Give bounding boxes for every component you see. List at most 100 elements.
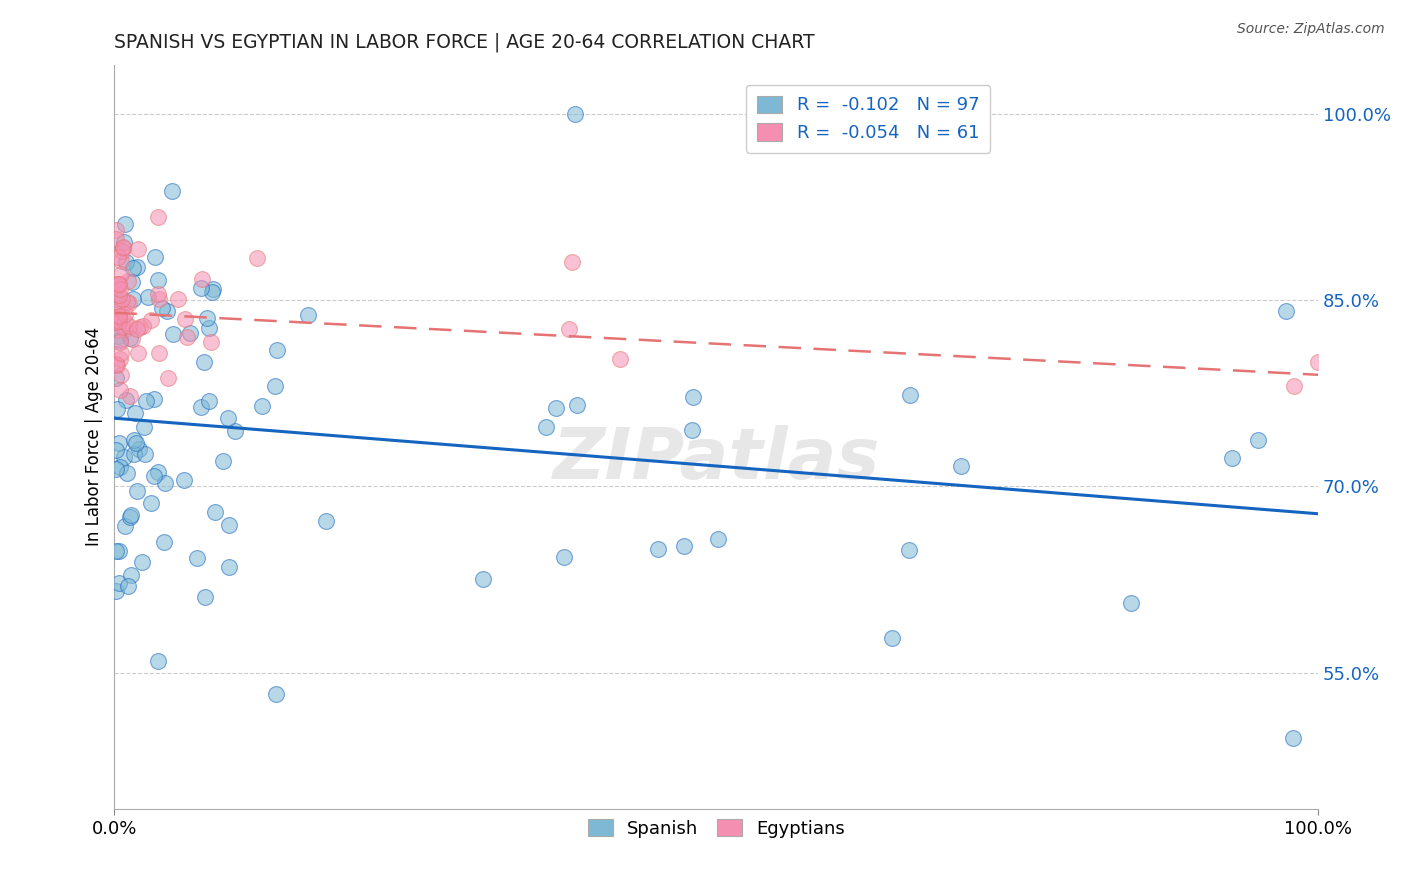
Point xyxy=(201,285,224,299)
Point xyxy=(1282,379,1305,393)
Point xyxy=(110,335,132,350)
Point xyxy=(673,539,696,553)
Point xyxy=(132,419,155,434)
Point xyxy=(1220,450,1243,465)
Point xyxy=(146,210,169,224)
Point xyxy=(190,281,212,295)
Point xyxy=(1275,303,1298,318)
Point xyxy=(534,420,557,434)
Point xyxy=(105,401,128,416)
Text: ZIPatlas: ZIPatlas xyxy=(553,425,880,493)
Text: Source: ZipAtlas.com: Source: ZipAtlas.com xyxy=(1237,22,1385,37)
Point xyxy=(162,326,184,341)
Point xyxy=(110,267,132,281)
Point xyxy=(110,292,132,306)
Point xyxy=(110,368,132,383)
Point xyxy=(104,292,127,306)
Point xyxy=(114,255,136,269)
Point xyxy=(115,295,138,310)
Point xyxy=(104,543,127,558)
Point xyxy=(707,533,730,547)
Point xyxy=(107,310,129,324)
Point xyxy=(121,332,143,346)
Point xyxy=(544,401,567,416)
Point xyxy=(150,301,173,315)
Point xyxy=(218,518,240,533)
Point xyxy=(104,357,127,371)
Point xyxy=(143,469,166,483)
Point xyxy=(156,371,179,385)
Point xyxy=(136,289,159,303)
Point xyxy=(143,392,166,407)
Point xyxy=(107,314,129,328)
Point xyxy=(266,343,288,357)
Point xyxy=(114,518,136,533)
Point xyxy=(681,423,703,437)
Point xyxy=(263,379,285,393)
Point xyxy=(880,631,903,645)
Point xyxy=(900,388,922,402)
Y-axis label: In Labor Force | Age 20-64: In Labor Force | Age 20-64 xyxy=(86,327,103,547)
Point xyxy=(195,310,218,325)
Point xyxy=(125,436,148,450)
Point xyxy=(156,304,179,318)
Point xyxy=(125,322,148,336)
Point xyxy=(108,288,131,302)
Point xyxy=(179,326,201,340)
Point xyxy=(110,346,132,360)
Point xyxy=(120,508,142,522)
Point xyxy=(141,313,163,327)
Point xyxy=(135,394,157,409)
Point xyxy=(111,240,134,254)
Point xyxy=(173,473,195,487)
Point xyxy=(122,433,145,447)
Point xyxy=(105,301,128,315)
Point xyxy=(117,579,139,593)
Point xyxy=(128,442,150,457)
Point xyxy=(111,319,134,334)
Point xyxy=(1308,355,1330,369)
Point xyxy=(108,310,131,324)
Point xyxy=(148,345,170,359)
Point xyxy=(897,543,920,558)
Point xyxy=(682,390,704,404)
Point xyxy=(1281,731,1303,746)
Point xyxy=(264,687,287,701)
Point xyxy=(114,218,136,232)
Point xyxy=(104,583,127,598)
Point xyxy=(143,250,166,264)
Point xyxy=(166,292,188,306)
Point xyxy=(104,462,127,476)
Point xyxy=(125,484,148,499)
Point xyxy=(1247,433,1270,447)
Point xyxy=(1119,596,1142,610)
Point xyxy=(148,654,170,668)
Point xyxy=(174,311,197,326)
Point xyxy=(609,351,631,366)
Point xyxy=(297,308,319,322)
Point xyxy=(190,400,212,414)
Point xyxy=(315,514,337,528)
Point xyxy=(131,555,153,569)
Point xyxy=(561,254,583,268)
Point xyxy=(191,272,214,286)
Point xyxy=(104,315,127,329)
Point xyxy=(114,322,136,336)
Point xyxy=(107,329,129,343)
Point xyxy=(564,107,586,121)
Point xyxy=(127,345,149,359)
Point xyxy=(124,406,146,420)
Point xyxy=(193,355,215,369)
Point xyxy=(110,254,132,268)
Point xyxy=(224,425,246,439)
Point xyxy=(558,322,581,336)
Point xyxy=(104,232,127,246)
Point xyxy=(118,510,141,524)
Point xyxy=(176,330,198,344)
Point xyxy=(115,392,138,407)
Point xyxy=(146,286,169,301)
Point xyxy=(105,358,128,372)
Point xyxy=(204,505,226,519)
Point xyxy=(198,320,221,334)
Point xyxy=(108,459,131,474)
